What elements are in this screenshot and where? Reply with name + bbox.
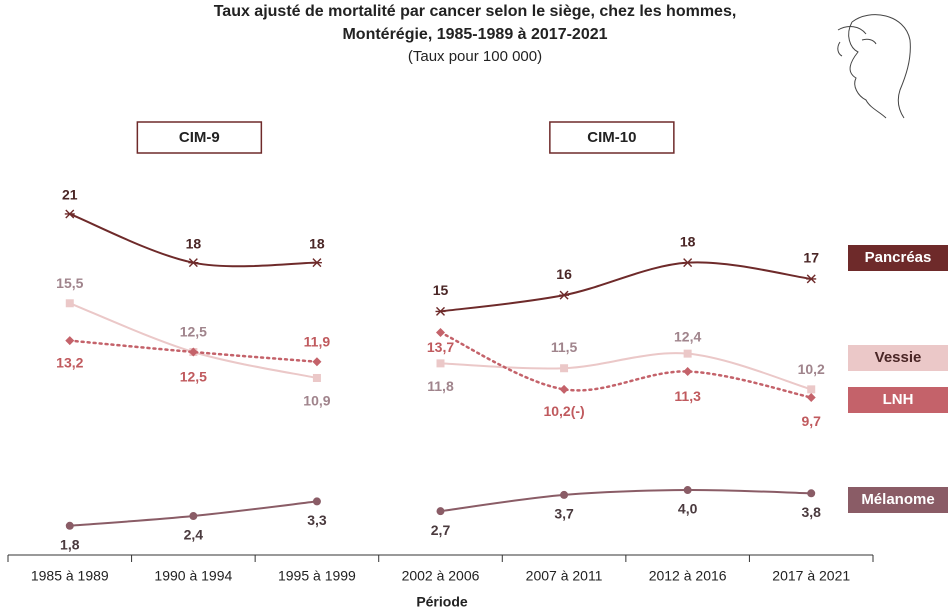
marker (436, 328, 445, 338)
marker (65, 336, 75, 346)
series-line (439, 352, 813, 391)
value-label: 2,7 (431, 522, 451, 538)
value-label: 12,4 (674, 328, 701, 344)
marker (807, 489, 816, 498)
value-label: 11,8 (427, 378, 454, 394)
marker (683, 486, 692, 495)
marker (560, 490, 569, 499)
x-axis-label: Période (416, 594, 468, 609)
value-label: 3,8 (801, 504, 821, 520)
marker (312, 497, 321, 506)
group-box (549, 121, 675, 154)
x-tick-label: 1985 à 1989 (31, 568, 109, 584)
marker (683, 366, 693, 376)
marker (189, 512, 198, 521)
marker (311, 258, 322, 268)
marker (559, 290, 570, 300)
marker (65, 299, 74, 308)
value-label: 3,3 (307, 512, 327, 528)
chart-title: Montérégie, 1985-1989 à 2017-2021 (342, 26, 607, 43)
marker (65, 521, 74, 530)
marker (560, 364, 569, 373)
value-label: 21 (62, 187, 78, 203)
value-label: 1,8 (60, 536, 80, 552)
marker (807, 385, 816, 394)
value-label: 15 (433, 282, 449, 298)
x-tick-label: 2002 à 2006 (402, 568, 480, 584)
value-label: 17 (803, 250, 819, 266)
x-tick-label: 1990 à 1994 (154, 568, 232, 584)
legend-swatch (848, 245, 948, 271)
marker (806, 274, 817, 284)
x-tick-label: 2012 à 2016 (649, 568, 727, 584)
legend-swatch (848, 387, 948, 413)
legend-label: Vessie (875, 349, 922, 366)
marker (188, 347, 198, 357)
series-line (439, 489, 813, 513)
marker (806, 392, 816, 402)
marker (436, 507, 445, 516)
group-label: CIM-10 (587, 129, 636, 146)
marker (682, 258, 693, 268)
face-sketch (837, 14, 911, 119)
value-label: 2,4 (184, 527, 204, 543)
value-label: 18 (309, 235, 325, 251)
series-line (68, 339, 319, 363)
marker (312, 357, 322, 367)
value-label: 11,9 (304, 333, 331, 349)
value-label: 15,5 (56, 275, 83, 291)
value-label: 11,5 (551, 339, 578, 355)
group-box (136, 121, 263, 154)
value-label: 16 (556, 266, 572, 282)
marker (64, 209, 75, 219)
value-label: 10,2 (798, 361, 825, 377)
value-label: 13,7 (427, 339, 454, 355)
value-label: 10,9 (303, 393, 330, 409)
value-label: 12,5 (180, 369, 207, 385)
chart-title: Taux ajusté de mortalité par cancer selo… (214, 3, 737, 20)
legend-label: LNH (883, 391, 914, 408)
value-label: 3,7 (554, 506, 574, 522)
x-tick-label: 1995 à 1999 (278, 568, 356, 584)
value-label: 4,0 (678, 501, 698, 517)
marker (312, 373, 321, 382)
legend-swatch (848, 345, 948, 371)
value-label: 9,7 (801, 413, 821, 429)
value-label: 10,2(-) (543, 403, 584, 419)
series-line (439, 261, 813, 313)
series-line (68, 302, 318, 379)
marker (683, 349, 692, 358)
x-tick-label: 2017 à 2021 (772, 568, 850, 584)
value-label: 12,5 (180, 324, 207, 340)
legend-swatch (848, 487, 948, 513)
chart-subtitle: (Taux pour 100 000) (408, 48, 542, 65)
series-line (439, 331, 813, 399)
x-tick-label: 2007 à 2011 (526, 568, 603, 584)
value-label: 18 (186, 235, 202, 251)
marker (436, 359, 445, 368)
marker (435, 306, 446, 316)
marker (188, 258, 199, 268)
value-label: 13,2 (56, 354, 83, 370)
legend-label: Mélanome (861, 491, 934, 508)
group-label: CIM-9 (179, 129, 220, 146)
value-label: 18 (680, 233, 696, 249)
legend-label: Pancréas (865, 249, 932, 266)
value-label: 11,3 (674, 388, 701, 404)
marker (559, 384, 569, 394)
